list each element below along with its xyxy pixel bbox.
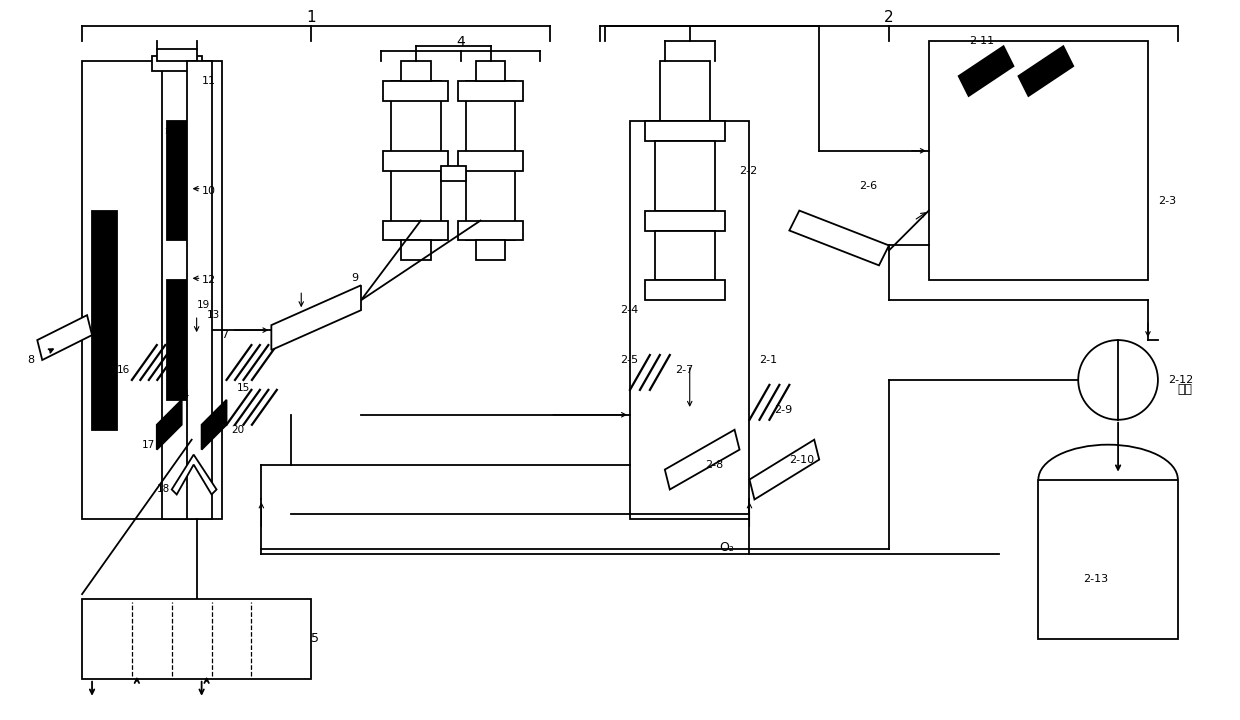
Bar (166, 121, 187, 240)
Text: 2-7: 2-7 (675, 365, 693, 375)
Polygon shape (665, 430, 739, 490)
Text: O₂: O₂ (719, 541, 734, 554)
Text: 13: 13 (207, 310, 219, 320)
Text: 17: 17 (141, 440, 155, 450)
Bar (645, 121, 724, 141)
Text: 2-6: 2-6 (859, 181, 877, 191)
Bar (655, 230, 714, 280)
Text: 2-3: 2-3 (1158, 196, 1176, 206)
Bar (401, 240, 430, 261)
Text: 10: 10 (202, 186, 216, 196)
Bar (929, 41, 1148, 280)
Polygon shape (272, 285, 361, 350)
Text: 2: 2 (884, 10, 894, 24)
Text: 7: 7 (222, 330, 228, 340)
Text: 9: 9 (351, 274, 358, 283)
Text: 12: 12 (202, 275, 216, 285)
Text: 2-1: 2-1 (759, 355, 777, 365)
Text: 2-12: 2-12 (1168, 375, 1193, 385)
Text: 2-9: 2-9 (775, 405, 792, 415)
Bar (655, 141, 714, 210)
Bar (476, 61, 506, 81)
Text: 19: 19 (197, 300, 210, 310)
Bar (391, 81, 440, 240)
Polygon shape (959, 46, 1013, 96)
Bar (82, 599, 311, 679)
Bar (161, 61, 192, 519)
Text: 11: 11 (202, 76, 216, 86)
Bar (645, 280, 724, 300)
Bar (383, 220, 448, 240)
Text: 1: 1 (306, 10, 316, 24)
Polygon shape (202, 400, 227, 450)
Bar (458, 81, 523, 101)
Bar (465, 81, 516, 240)
Text: 2-11: 2-11 (968, 36, 993, 46)
Polygon shape (749, 440, 820, 500)
Bar (82, 61, 222, 519)
Bar (383, 150, 448, 171)
Bar (401, 61, 430, 81)
Polygon shape (156, 400, 182, 450)
Text: 4: 4 (456, 35, 465, 49)
Bar (458, 220, 523, 240)
Text: 2-8: 2-8 (704, 459, 723, 469)
Bar (92, 210, 117, 430)
Text: 2-5: 2-5 (620, 355, 639, 365)
Polygon shape (790, 210, 889, 266)
Bar (156, 49, 197, 61)
Text: 15: 15 (237, 383, 249, 393)
Bar (476, 240, 506, 261)
Polygon shape (171, 454, 217, 495)
Bar (440, 166, 465, 181)
Text: 2-10: 2-10 (790, 454, 815, 464)
Text: 16: 16 (117, 365, 130, 375)
Text: 水源: 水源 (1178, 383, 1193, 397)
Bar (151, 56, 202, 71)
Text: 2-13: 2-13 (1084, 574, 1109, 584)
Text: 3: 3 (107, 294, 115, 307)
Text: 14: 14 (177, 390, 190, 400)
Text: 5: 5 (311, 632, 319, 645)
Bar (660, 61, 709, 121)
Bar (458, 150, 523, 171)
Bar (630, 121, 749, 519)
Text: 2-2: 2-2 (739, 166, 758, 176)
Bar (1038, 480, 1178, 639)
Bar (383, 81, 448, 101)
Polygon shape (1018, 46, 1074, 96)
Text: 8: 8 (27, 355, 35, 365)
Text: 2-4: 2-4 (620, 305, 639, 315)
Text: 6: 6 (180, 126, 187, 136)
Text: 18: 18 (156, 485, 170, 495)
Bar (645, 210, 724, 230)
Bar (187, 61, 212, 519)
Polygon shape (37, 315, 92, 360)
Bar (166, 280, 187, 400)
Text: 20: 20 (232, 425, 244, 435)
